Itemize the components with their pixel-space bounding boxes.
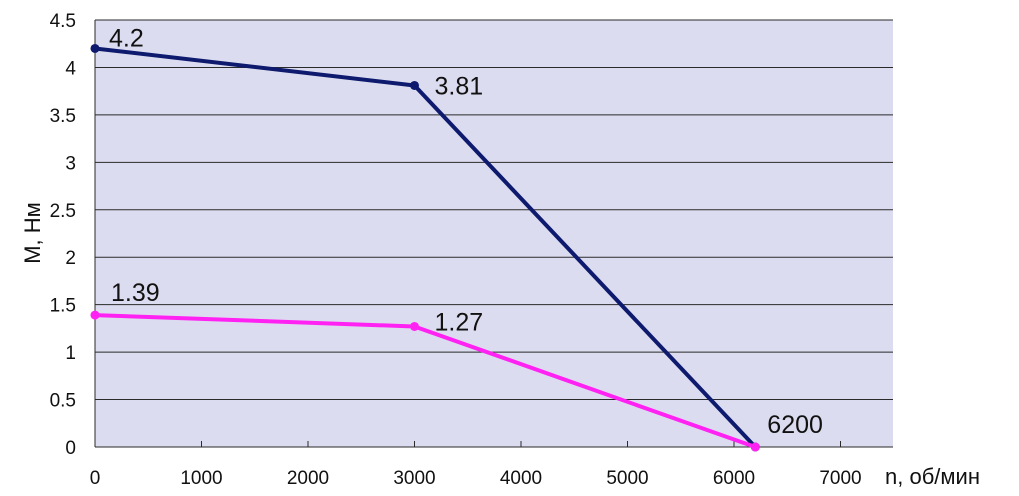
data-point	[90, 43, 100, 53]
y-tick-label: 4	[65, 58, 76, 79]
y-tick-label: 1	[65, 343, 76, 364]
data-label: 3.81	[435, 72, 484, 100]
y-axis-title: М, Нм	[20, 202, 45, 264]
data-label: 6200	[767, 411, 823, 439]
y-tick-label: 2	[65, 248, 76, 269]
x-tick-label: 3000	[393, 468, 435, 489]
data-point	[410, 321, 419, 331]
x-axis-title: n, об/мин	[885, 464, 980, 489]
axes: 0 0.5 1 1.5 2 2.5 3 3.5 4 4.5 0 1000 2000 3000 4000 500…	[50, 11, 893, 489]
grid-lines	[95, 19, 893, 401]
y-tick-label: 2.5	[50, 201, 76, 222]
data-point	[410, 80, 419, 90]
y-tick-label: 3	[65, 153, 76, 174]
data-label: 1.39	[111, 279, 160, 307]
x-tick-label: 1000	[180, 468, 222, 489]
series-lines	[90, 43, 760, 452]
y-tick-label: 4.5	[50, 11, 76, 32]
x-tick-label: 7000	[819, 468, 861, 489]
y-tick-label: 0	[65, 438, 76, 459]
y-tick-label: 3.5	[50, 106, 76, 127]
plot-area-background	[95, 20, 893, 447]
x-tick-label: 4000	[500, 468, 542, 489]
data-point	[90, 310, 100, 320]
x-tick-label: 0	[90, 468, 101, 489]
x-tick-label: 5000	[606, 468, 648, 489]
y-tick-label: 0.5	[50, 391, 76, 412]
data-label: 1.27	[435, 308, 484, 336]
x-tick-label: 2000	[287, 468, 329, 489]
data-point	[750, 442, 760, 452]
y-tick-label: 1.5	[50, 296, 76, 317]
data-label: 4.2	[109, 24, 144, 52]
data-labels: 4.2 3.81 1.39 1.27 6200	[109, 24, 823, 439]
x-tick-label: 6000	[713, 468, 755, 489]
